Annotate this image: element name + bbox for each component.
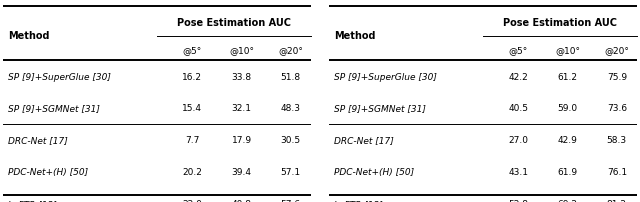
Text: @10°: @10° — [229, 45, 254, 55]
Text: @10°: @10° — [555, 45, 580, 55]
Text: 57.1: 57.1 — [281, 167, 301, 176]
Text: Method: Method — [8, 31, 49, 41]
Text: 51.8: 51.8 — [281, 72, 301, 81]
Text: 7.7: 7.7 — [185, 136, 200, 144]
Text: 61.9: 61.9 — [557, 167, 578, 176]
Text: 52.8: 52.8 — [508, 199, 529, 202]
Text: 48.3: 48.3 — [281, 104, 301, 113]
Text: @5°: @5° — [183, 45, 202, 55]
Text: 61.2: 61.2 — [557, 72, 577, 81]
Text: LoFTR [13]: LoFTR [13] — [8, 199, 56, 202]
Text: 43.1: 43.1 — [508, 167, 529, 176]
Text: @20°: @20° — [278, 45, 303, 55]
Text: 69.2: 69.2 — [557, 199, 577, 202]
Text: SP [9]+SuperGlue [30]: SP [9]+SuperGlue [30] — [334, 72, 436, 81]
Text: Pose Estimation AUC: Pose Estimation AUC — [177, 18, 291, 28]
Text: 22.0: 22.0 — [182, 199, 202, 202]
Text: DRC-Net [17]: DRC-Net [17] — [334, 136, 394, 144]
Text: LoFTR [13]: LoFTR [13] — [334, 199, 383, 202]
Text: Pose Estimation AUC: Pose Estimation AUC — [503, 18, 617, 28]
Text: 75.9: 75.9 — [607, 72, 627, 81]
Text: 27.0: 27.0 — [508, 136, 529, 144]
Text: SP [9]+SuperGlue [30]: SP [9]+SuperGlue [30] — [8, 72, 111, 81]
Text: 58.3: 58.3 — [607, 136, 627, 144]
Text: 40.8: 40.8 — [232, 199, 252, 202]
Text: 15.4: 15.4 — [182, 104, 202, 113]
Text: 20.2: 20.2 — [182, 167, 202, 176]
Text: 33.8: 33.8 — [232, 72, 252, 81]
Text: 40.5: 40.5 — [508, 104, 529, 113]
Text: 57.6: 57.6 — [281, 199, 301, 202]
Text: PDC-Net+(H) [50]: PDC-Net+(H) [50] — [8, 167, 88, 176]
Text: 30.5: 30.5 — [281, 136, 301, 144]
Text: Method: Method — [334, 31, 375, 41]
Text: 42.9: 42.9 — [557, 136, 577, 144]
Text: SP [9]+SGMNet [31]: SP [9]+SGMNet [31] — [334, 104, 426, 113]
Text: SP [9]+SGMNet [31]: SP [9]+SGMNet [31] — [8, 104, 100, 113]
Text: PDC-Net+(H) [50]: PDC-Net+(H) [50] — [334, 167, 414, 176]
Text: 81.2: 81.2 — [607, 199, 627, 202]
Text: 76.1: 76.1 — [607, 167, 627, 176]
Text: 42.2: 42.2 — [509, 72, 528, 81]
Text: 59.0: 59.0 — [557, 104, 578, 113]
Text: DRC-Net [17]: DRC-Net [17] — [8, 136, 68, 144]
Text: 73.6: 73.6 — [607, 104, 627, 113]
Text: @20°: @20° — [604, 45, 629, 55]
Text: 32.1: 32.1 — [232, 104, 252, 113]
Text: 39.4: 39.4 — [232, 167, 252, 176]
Text: 17.9: 17.9 — [232, 136, 252, 144]
Text: @5°: @5° — [509, 45, 528, 55]
Text: 16.2: 16.2 — [182, 72, 202, 81]
